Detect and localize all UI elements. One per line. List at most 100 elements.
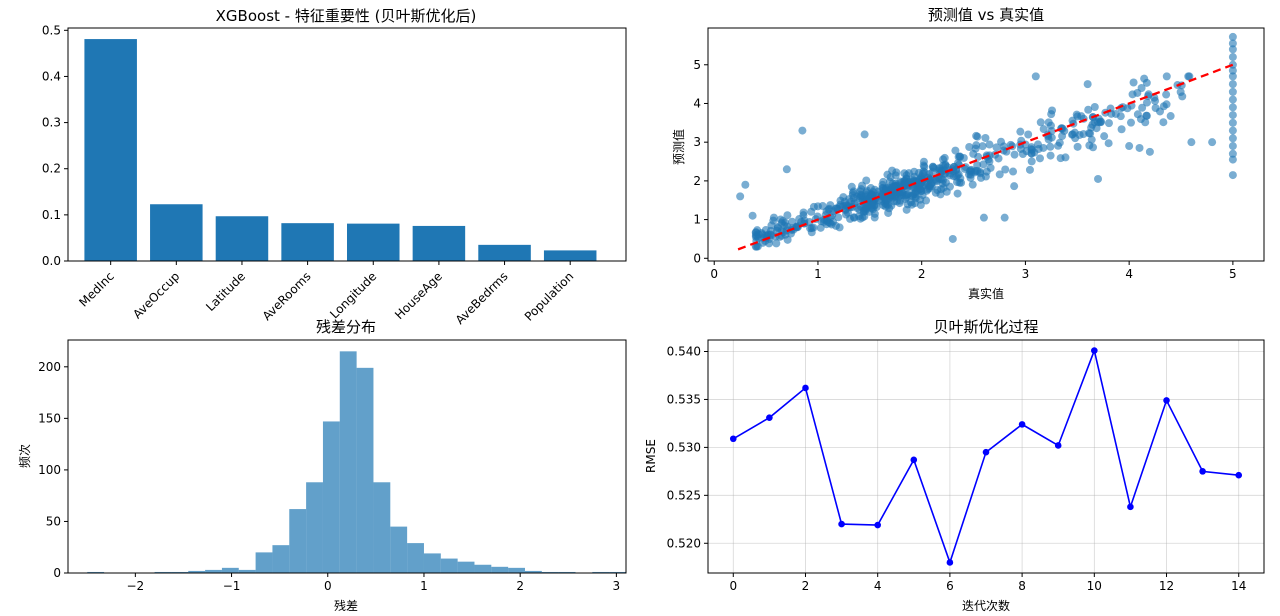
histogram-bar	[205, 569, 222, 573]
scatter-xtick-label: 5	[1229, 267, 1237, 281]
scatter-point	[1046, 151, 1055, 160]
importance-ytick-label: 0.0	[42, 254, 61, 268]
importance-bar	[150, 204, 203, 261]
scatter-point	[1047, 133, 1056, 142]
scatter-point	[902, 205, 911, 214]
scatter-point	[1117, 125, 1126, 134]
scatter-point	[951, 146, 960, 155]
scatter-point	[1128, 90, 1137, 99]
residual-ytick-label: 0	[53, 566, 61, 580]
histogram-bar	[322, 421, 340, 573]
scatter-point	[919, 167, 928, 176]
importance-xtick-label: HouseAge	[392, 269, 445, 322]
optimization-xtick-label: 6	[946, 579, 954, 593]
scatter-point	[741, 180, 750, 189]
scatter-point	[981, 133, 990, 142]
scatter-point	[1058, 124, 1067, 133]
importance-bar	[281, 223, 334, 261]
residual-xlabel: 残差	[334, 599, 358, 613]
optimization-ytick-label: 0.540	[667, 345, 701, 359]
importance-ytick-label: 0.1	[42, 208, 61, 222]
residual-xtick-label: 0	[324, 579, 332, 593]
scatter-point	[973, 166, 982, 175]
optimization-xtick-label: 14	[1231, 579, 1246, 593]
scatter-point	[1137, 83, 1146, 92]
rmse-point	[982, 448, 990, 456]
histogram-bar	[272, 545, 290, 573]
importance-title: XGBoost - 特征重要性 (贝叶斯优化后)	[216, 7, 477, 25]
scatter-point	[1083, 80, 1092, 89]
scatter-point	[882, 184, 891, 193]
scatter-point	[736, 192, 745, 201]
histogram-bar	[609, 571, 626, 573]
scatter-point	[818, 202, 827, 211]
histogram-bar	[373, 482, 391, 573]
scatter-title: 预测值 vs 真实值	[928, 6, 1044, 24]
scatter-point	[966, 173, 975, 182]
optimization-xtick-label: 12	[1159, 579, 1174, 593]
scatter-point	[1129, 78, 1138, 87]
scatter-point	[1228, 171, 1237, 180]
scatter-point	[927, 182, 936, 191]
importance-ytick-label: 0.3	[42, 116, 61, 130]
scatter-point	[1228, 32, 1237, 41]
scatter-point	[879, 177, 888, 186]
scatter-point	[901, 191, 910, 200]
scatter-point	[1228, 118, 1237, 127]
scatter-point	[1228, 72, 1237, 81]
scatter-point	[939, 176, 948, 185]
scatter-point	[886, 173, 895, 182]
scatter-point	[972, 141, 981, 150]
residual-ytick-label: 150	[38, 411, 61, 425]
scatter-point	[816, 223, 825, 232]
scatter-ytick-label: 5	[693, 58, 701, 72]
residual-title: 残差分布	[316, 318, 376, 336]
scatter-point	[969, 149, 978, 158]
scatter-point	[1138, 103, 1147, 112]
scatter-point	[1036, 118, 1045, 127]
importance-xtick-label: Longitude	[327, 269, 379, 321]
scatter-point	[1096, 118, 1105, 127]
scatter-point	[919, 161, 928, 170]
scatter-point	[845, 195, 854, 204]
scatter-point	[1073, 142, 1082, 151]
scatter-point	[1056, 154, 1065, 163]
scatter-point	[1159, 118, 1168, 127]
optimization-ylabel: RMSE	[644, 439, 658, 473]
importance-xtick-label: AveBedrms	[453, 269, 511, 327]
scatter-point	[1151, 96, 1160, 105]
histogram-bar	[238, 569, 256, 573]
histogram-bar	[524, 570, 542, 573]
scatter-point	[895, 189, 904, 198]
histogram-bar	[306, 482, 323, 573]
histogram-bar	[440, 558, 458, 573]
scatter-point	[1034, 145, 1043, 154]
histogram-bar	[592, 571, 610, 573]
importance-xtick-label: AveOccup	[130, 269, 182, 321]
scatter-xtick-label: 1	[814, 267, 822, 281]
rmse-point	[1018, 421, 1026, 428]
optimization-xtick-label: 0	[729, 579, 737, 593]
scatter-point	[1125, 142, 1134, 151]
residual-ytick-label: 50	[46, 514, 61, 528]
scatter-point	[1104, 139, 1113, 148]
importance-bar	[478, 244, 531, 261]
scatter-point	[973, 161, 982, 170]
rmse-point	[838, 520, 845, 528]
scatter-point	[1151, 103, 1160, 112]
scatter-point	[973, 132, 982, 141]
scatter-xtick-label: 3	[1022, 267, 1030, 281]
scatter-point	[782, 165, 791, 174]
scatter-point	[1010, 182, 1019, 191]
scatter-point	[1084, 105, 1093, 114]
residual-xtick-label: 2	[516, 579, 524, 593]
scatter-point	[1016, 144, 1025, 153]
optimization-xtick-label: 8	[1018, 579, 1026, 593]
scatter-xtick-label: 0	[710, 267, 718, 281]
scatter-point	[1001, 165, 1010, 174]
histogram-bar	[221, 567, 239, 573]
residual-axes-frame	[67, 339, 627, 574]
optimization-panel: 贝叶斯优化过程 0.520 0.525 0.530 0.535 0.540 0 2 4 6 8 1…	[644, 318, 1265, 613]
importance-axes-frame	[67, 27, 627, 262]
